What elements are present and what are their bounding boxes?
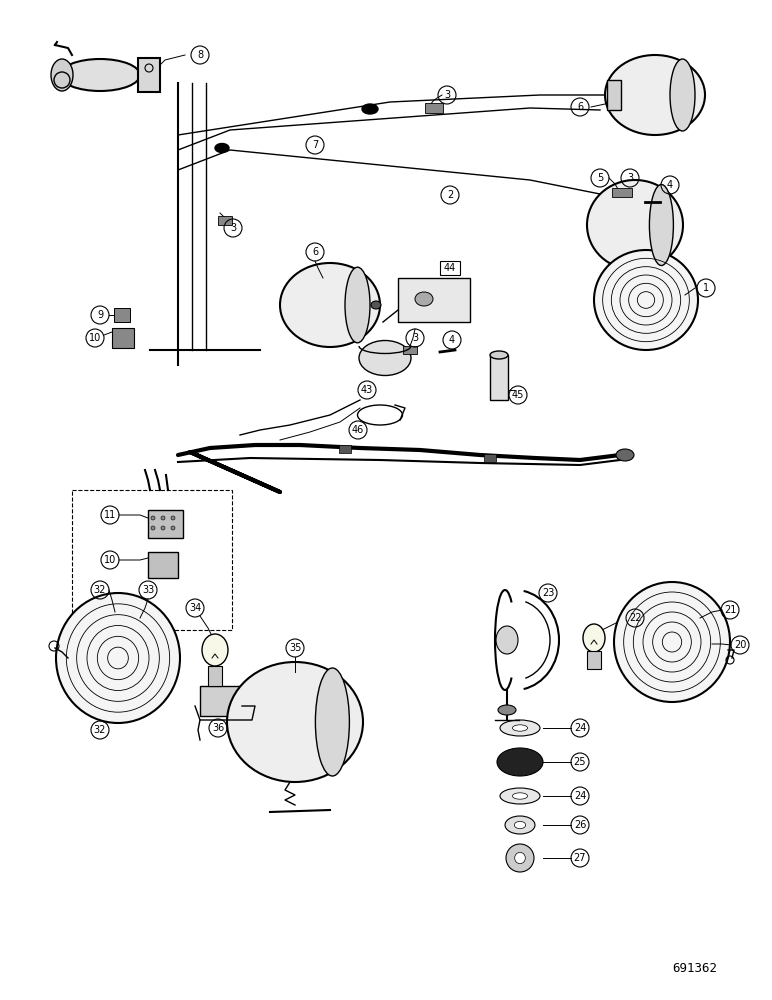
Ellipse shape bbox=[670, 59, 695, 131]
Bar bbox=[440, 261, 460, 275]
Ellipse shape bbox=[280, 263, 380, 347]
Text: 10: 10 bbox=[89, 333, 101, 343]
Text: 32: 32 bbox=[94, 725, 107, 735]
Text: 3: 3 bbox=[444, 90, 450, 100]
Text: 20: 20 bbox=[734, 640, 747, 650]
Text: 8: 8 bbox=[197, 50, 203, 60]
Text: 36: 36 bbox=[212, 723, 224, 733]
Ellipse shape bbox=[605, 55, 705, 135]
Ellipse shape bbox=[371, 301, 381, 309]
Text: 26: 26 bbox=[574, 820, 586, 830]
Ellipse shape bbox=[513, 793, 527, 799]
Text: 6: 6 bbox=[577, 102, 583, 112]
Text: 4: 4 bbox=[667, 180, 673, 190]
Ellipse shape bbox=[583, 624, 605, 652]
Ellipse shape bbox=[51, 59, 73, 91]
Ellipse shape bbox=[614, 582, 730, 702]
Text: 3: 3 bbox=[627, 173, 633, 183]
Text: 3: 3 bbox=[412, 333, 418, 343]
Ellipse shape bbox=[215, 143, 229, 152]
Bar bbox=[398, 278, 470, 322]
Bar bbox=[587, 651, 601, 669]
Ellipse shape bbox=[587, 180, 683, 270]
Ellipse shape bbox=[500, 720, 540, 736]
Text: 27: 27 bbox=[574, 853, 586, 863]
Circle shape bbox=[161, 526, 165, 530]
Ellipse shape bbox=[594, 250, 698, 350]
Text: 5: 5 bbox=[597, 173, 603, 183]
Ellipse shape bbox=[515, 852, 525, 864]
Bar bbox=[200, 686, 250, 716]
Ellipse shape bbox=[362, 104, 378, 114]
Bar bbox=[148, 510, 183, 538]
Ellipse shape bbox=[316, 668, 350, 776]
Text: 6: 6 bbox=[312, 247, 318, 257]
Ellipse shape bbox=[497, 748, 543, 776]
Text: 10: 10 bbox=[104, 555, 116, 565]
Bar bbox=[208, 666, 222, 686]
Bar bbox=[114, 308, 130, 322]
Text: 4: 4 bbox=[449, 335, 455, 345]
Ellipse shape bbox=[227, 662, 363, 782]
Ellipse shape bbox=[490, 351, 508, 359]
Text: 23: 23 bbox=[542, 588, 554, 598]
Text: 35: 35 bbox=[289, 643, 301, 653]
Circle shape bbox=[151, 526, 155, 530]
Text: 32: 32 bbox=[94, 585, 107, 595]
Ellipse shape bbox=[202, 634, 228, 666]
Circle shape bbox=[171, 526, 175, 530]
Bar bbox=[425, 103, 443, 113]
Ellipse shape bbox=[514, 821, 526, 829]
Text: 2: 2 bbox=[447, 190, 453, 200]
Text: 46: 46 bbox=[352, 425, 364, 435]
Text: 22: 22 bbox=[628, 613, 642, 623]
Bar bbox=[339, 445, 351, 453]
Ellipse shape bbox=[500, 788, 540, 804]
Ellipse shape bbox=[505, 816, 535, 834]
Ellipse shape bbox=[513, 725, 527, 731]
Text: 24: 24 bbox=[574, 791, 586, 801]
Ellipse shape bbox=[506, 844, 534, 872]
Text: 9: 9 bbox=[97, 310, 103, 320]
Ellipse shape bbox=[496, 626, 518, 654]
Bar bbox=[72, 490, 232, 630]
Bar bbox=[148, 552, 178, 578]
Text: 45: 45 bbox=[512, 390, 524, 400]
Circle shape bbox=[171, 516, 175, 520]
Text: 3: 3 bbox=[230, 223, 236, 233]
Bar bbox=[607, 80, 621, 110]
Bar bbox=[112, 328, 134, 348]
Ellipse shape bbox=[498, 705, 516, 715]
Text: 24: 24 bbox=[574, 723, 586, 733]
Bar bbox=[138, 58, 160, 92]
Bar bbox=[403, 346, 417, 354]
Text: 7: 7 bbox=[312, 140, 318, 150]
Ellipse shape bbox=[359, 340, 411, 375]
Ellipse shape bbox=[56, 593, 180, 723]
Text: 34: 34 bbox=[189, 603, 201, 613]
Bar bbox=[484, 454, 496, 462]
Ellipse shape bbox=[649, 184, 673, 265]
Text: 44: 44 bbox=[444, 263, 456, 273]
Bar bbox=[612, 188, 632, 197]
Text: 25: 25 bbox=[574, 757, 586, 767]
Text: 691362: 691362 bbox=[672, 962, 717, 974]
Text: 21: 21 bbox=[724, 605, 736, 615]
Ellipse shape bbox=[415, 292, 433, 306]
Circle shape bbox=[151, 516, 155, 520]
Text: 1: 1 bbox=[703, 283, 709, 293]
Circle shape bbox=[161, 516, 165, 520]
Text: 33: 33 bbox=[142, 585, 154, 595]
Bar bbox=[218, 216, 232, 225]
Ellipse shape bbox=[60, 59, 140, 91]
Ellipse shape bbox=[616, 449, 634, 461]
Bar bbox=[490, 355, 508, 400]
Text: 11: 11 bbox=[104, 510, 116, 520]
Ellipse shape bbox=[345, 267, 370, 343]
Text: 43: 43 bbox=[361, 385, 373, 395]
